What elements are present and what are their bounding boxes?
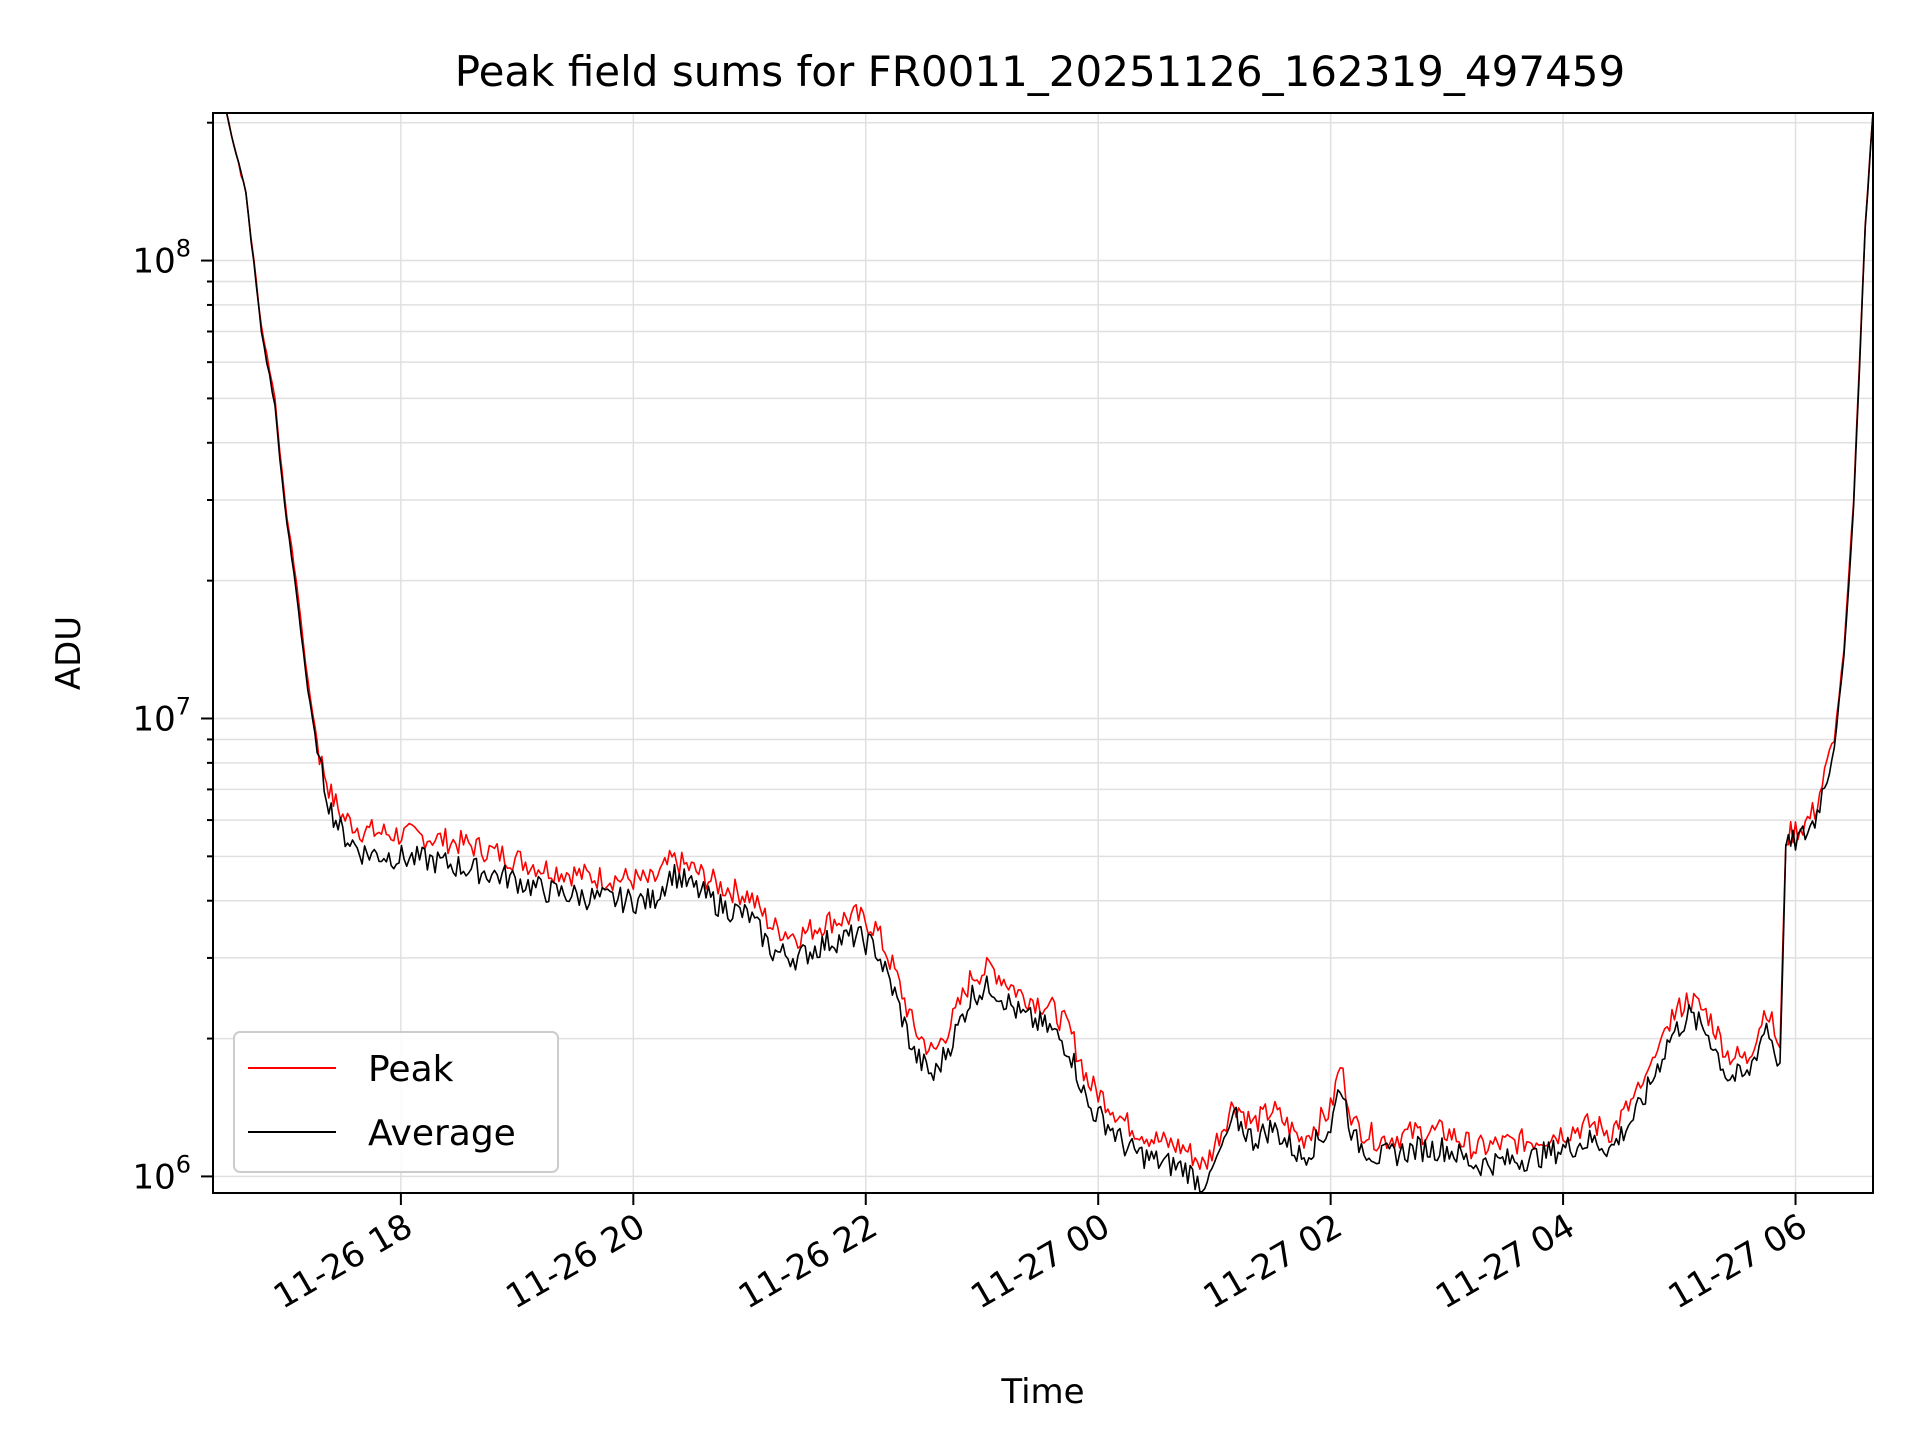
y-tick-base: 10 <box>132 1157 175 1197</box>
y-tick-exponent: 8 <box>176 235 191 263</box>
y-tick-label: 108 <box>132 235 191 282</box>
series-line-average <box>225 113 1873 1193</box>
y-tick-exponent: 7 <box>176 692 191 720</box>
y-tick-label: 107 <box>132 692 191 739</box>
legend: Peak Average <box>233 1031 559 1173</box>
y-tick-base: 10 <box>132 242 175 282</box>
plot-frame <box>212 112 1874 1194</box>
legend-label-peak: Peak <box>368 1049 454 1090</box>
x-axis-label: Time <box>1000 1372 1084 1412</box>
y-tick-label: 106 <box>132 1150 191 1197</box>
y-axis-label: ADU <box>49 616 89 690</box>
y-tick-base: 10 <box>132 699 175 739</box>
grid <box>213 113 1873 1193</box>
chart-title: Peak field sums for FR0011_20251126_1623… <box>455 47 1625 96</box>
y-tick-exponent: 6 <box>176 1150 191 1178</box>
series-line-peak <box>225 113 1873 1170</box>
legend-label-average: Average <box>368 1113 516 1154</box>
series-layer <box>225 113 1873 1193</box>
